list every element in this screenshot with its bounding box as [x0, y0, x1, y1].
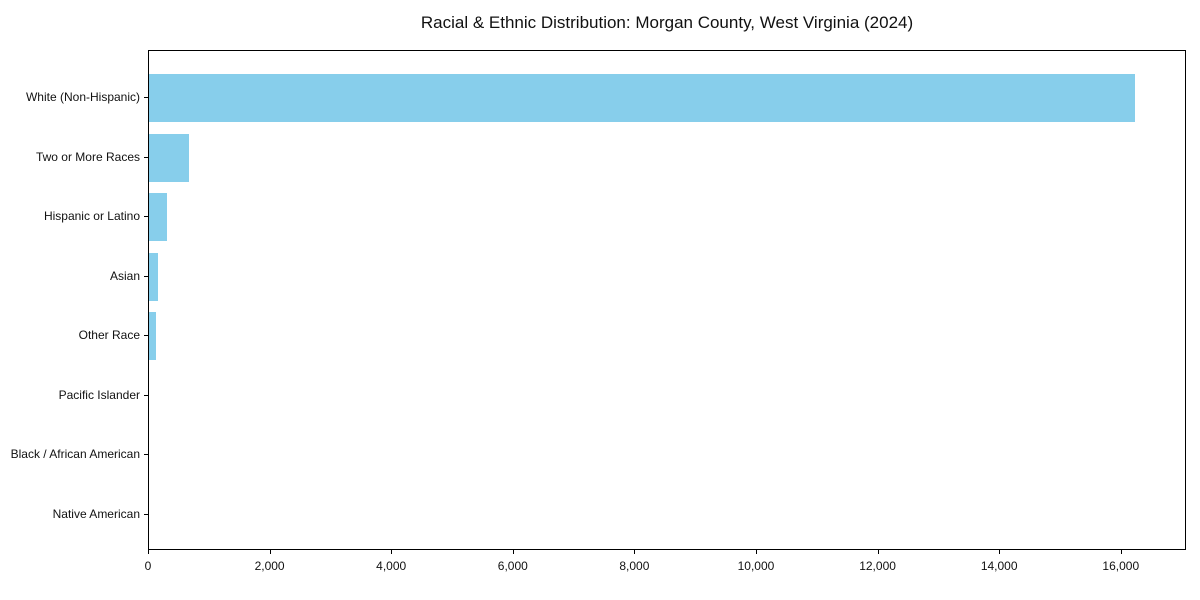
x-tick-label: 2,000	[254, 559, 285, 573]
y-tick-mark	[144, 394, 148, 396]
y-tick-label: Hispanic or Latino	[43, 209, 140, 224]
y-tick-label: Two or More Races	[35, 149, 140, 164]
y-tick-mark	[144, 97, 148, 98]
y-tick-label: White (Non-Hispanic)	[25, 90, 140, 104]
x-tick-label: 8,000	[619, 559, 650, 573]
x-tick-label: 12,000	[859, 559, 896, 573]
chart-title: Racial & Ethnic Distribution: Morgan Cou…	[420, 13, 914, 32]
y-tick-label: Other Race	[78, 328, 140, 343]
bar	[149, 312, 156, 361]
x-tick-mark	[1120, 550, 1122, 554]
y-tick-label: Native American	[52, 506, 140, 521]
x-tick-label: 10,000	[737, 559, 775, 573]
x-tick-mark	[512, 550, 514, 554]
y-tick-mark	[144, 156, 148, 158]
x-tick-mark	[391, 550, 393, 554]
y-tick-mark	[144, 454, 148, 456]
x-tick-label: 16,000	[1102, 559, 1140, 573]
bar	[149, 74, 1136, 122]
y-tick-mark	[144, 275, 148, 277]
x-tick-mark	[999, 550, 1001, 554]
y-tick-mark	[144, 216, 148, 218]
x-tick-label: 6,000	[497, 559, 528, 573]
x-tick-label: 14,000	[980, 559, 1018, 573]
x-tick-mark	[755, 550, 757, 554]
y-tick-mark	[144, 513, 148, 515]
x-tick-mark	[269, 550, 271, 554]
x-tick-mark	[148, 550, 149, 554]
bar	[149, 252, 158, 301]
bar	[149, 133, 190, 182]
y-tick-label: Black / African American	[10, 447, 140, 462]
y-tick-mark	[144, 335, 148, 337]
x-tick-mark	[877, 550, 879, 554]
y-tick-label: Pacific Islander	[58, 387, 140, 402]
x-tick-label: 4,000	[376, 559, 407, 573]
plot-area	[148, 50, 1186, 550]
x-tick-label: 0	[144, 559, 152, 573]
y-tick-label: Asian	[109, 268, 140, 283]
x-tick-mark	[634, 550, 636, 554]
bar	[149, 193, 167, 242]
